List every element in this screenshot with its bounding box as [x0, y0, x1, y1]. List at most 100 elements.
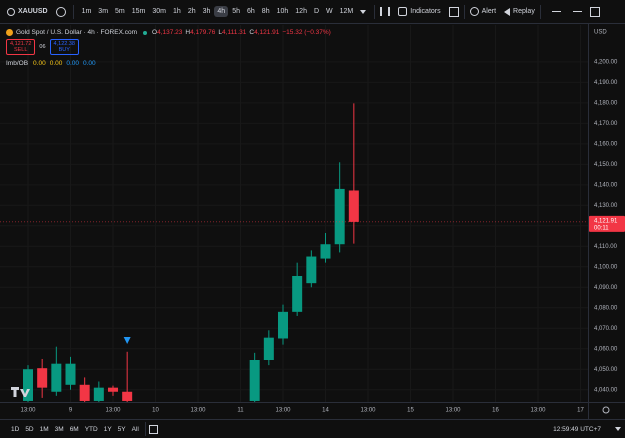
symbol[interactable]: XAUUSD: [18, 8, 48, 15]
separator: [144, 422, 146, 436]
range-button[interactable]: 1Y: [103, 425, 112, 433]
fullscreen-icon[interactable]: [589, 6, 600, 17]
interval-button[interactable]: 3h: [202, 8, 211, 15]
indicators-button[interactable]: Indicators: [410, 8, 441, 15]
toolbar: XAUUSD 1m 3m 5m 15m 30m 1h 2h 3h 4h 5h 6h 8h 10h 12h D W…: [0, 0, 625, 24]
price-tag: [589, 215, 625, 232]
x-tick-label: 13:00: [20, 408, 36, 414]
ohlc-value: 4,121.91: [254, 29, 280, 36]
y-tick-label: 4,060.00: [594, 346, 618, 352]
legend: Gold Spot / U.S. Dollar · 4h · FOREX.com…: [6, 27, 331, 69]
undo-icon[interactable]: [551, 11, 561, 12]
chart-type-icon[interactable]: [380, 7, 391, 16]
candle-body: [65, 363, 76, 385]
range-button[interactable]: All: [131, 425, 139, 433]
currency-label: USD: [594, 30, 607, 36]
replay-icon: [504, 7, 511, 16]
countdown: 00:11: [594, 225, 609, 231]
date-range-icon[interactable]: [148, 424, 158, 434]
y-tick-label: 4,130.00: [594, 203, 618, 209]
x-tick-label: 13:00: [360, 408, 376, 414]
y-tick-label: 4,200.00: [594, 59, 618, 65]
range-button[interactable]: YTD: [84, 425, 98, 433]
y-tick-label: 4,070.00: [594, 326, 618, 332]
y-tick-label: 4,090.00: [594, 285, 618, 291]
interval-button[interactable]: 5m: [115, 8, 125, 15]
interval-button[interactable]: 5h: [232, 8, 240, 15]
y-tick-label: 4,160.00: [594, 141, 618, 147]
spread: 06: [39, 43, 46, 50]
y-tick-label: 4,050.00: [594, 367, 618, 373]
sell-button[interactable]: 4,121.72 SELL: [6, 38, 36, 55]
layout-icon[interactable]: [448, 6, 459, 17]
symbol-logo: [6, 29, 13, 36]
x-tick-label: 13:00: [530, 408, 546, 414]
legend-row: Gold Spot / U.S. Dollar · 4h · FOREX.com…: [6, 27, 331, 38]
clock: 12:59:49 UTC+7: [553, 425, 601, 433]
y-tick-label: 4,140.00: [594, 182, 618, 188]
price-tag-label: 4,121.91: [594, 218, 618, 224]
interval-button[interactable]: 2h: [187, 8, 196, 15]
ohlc-key: L: [218, 29, 223, 36]
candle-body: [79, 384, 90, 401]
interval-button[interactable]: 30m: [152, 8, 167, 15]
interval-button[interactable]: 15m: [131, 8, 146, 15]
alert-icon: [469, 7, 479, 16]
indicator-row: Imb/OB 0.00 0.00 0.00 0.00: [6, 58, 331, 69]
buy-button[interactable]: 4,122.38 BUY: [49, 38, 79, 55]
indicator-name: Imb/OB: [6, 60, 29, 67]
range-button[interactable]: 5D: [25, 425, 34, 433]
alert-button[interactable]: Alert: [481, 8, 497, 15]
ohlc-key: H: [185, 29, 191, 36]
settings-icon: [602, 406, 610, 414]
range-button[interactable]: 6M: [69, 425, 79, 433]
candle-body: [306, 256, 317, 284]
interval-button[interactable]: 8h: [261, 8, 270, 15]
add-symbol[interactable]: [55, 6, 66, 17]
trade-row: 4,121.72 SELL 06 4,122.38 BUY: [6, 38, 331, 55]
replay-button[interactable]: Replay: [513, 8, 535, 15]
change: −15.32 (−0.37%): [282, 29, 331, 36]
x-tick-label: 13:00: [445, 408, 461, 414]
candle-body: [320, 244, 331, 259]
x-tick-label: 13:00: [275, 408, 291, 414]
plot-area: [0, 25, 588, 402]
range-button[interactable]: 3M: [54, 425, 64, 433]
candle-body: [278, 311, 288, 339]
ohlc-key: C: [249, 29, 255, 36]
interval-button[interactable]: 3m: [98, 8, 109, 15]
indicator-value: 0.00: [33, 60, 46, 67]
interval-button[interactable]: D: [313, 8, 320, 15]
dropdown[interactable]: [360, 9, 367, 14]
range-button[interactable]: 1M: [39, 425, 49, 433]
ohlc-key: O: [152, 29, 158, 36]
adjust-icon[interactable]: [615, 427, 621, 431]
y-tick-label: 4,110.00: [594, 244, 618, 250]
interval-button[interactable]: 4h: [214, 6, 229, 17]
indicator-value: 0.00: [83, 60, 96, 67]
redo-icon[interactable]: [572, 11, 582, 12]
x-tick-label: 10: [152, 408, 159, 414]
sell-label: SELL: [13, 46, 28, 53]
interval-button[interactable]: 12M: [339, 8, 354, 15]
search-icon: [7, 7, 15, 16]
x-tick-label: 15: [407, 408, 414, 414]
interval-button[interactable]: 1h: [173, 8, 181, 15]
range-button[interactable]: 1D: [11, 425, 20, 433]
interval-button[interactable]: 12h: [295, 8, 307, 15]
candle-body: [263, 337, 274, 360]
interval-button[interactable]: 6h: [247, 8, 255, 15]
interval-button[interactable]: W: [326, 8, 333, 15]
ohlc-value: 4,111.31: [222, 29, 247, 36]
candle-body: [249, 359, 260, 401]
interval-button[interactable]: 1m: [81, 8, 92, 15]
range-button[interactable]: 5Y: [117, 425, 126, 433]
buy-price: 4,122.38: [53, 40, 75, 47]
market-status: [143, 30, 148, 35]
tv-logo: [11, 387, 30, 397]
interval-button[interactable]: 10h: [276, 8, 289, 15]
x-tick-label: 11: [237, 408, 244, 414]
separator: [463, 4, 465, 19]
